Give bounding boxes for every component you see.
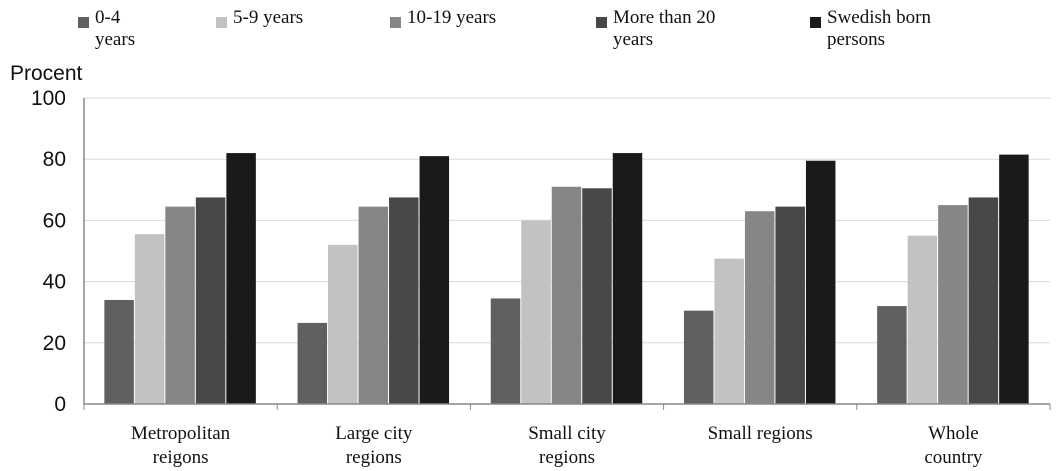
- bar-cat4-series0: [877, 306, 907, 404]
- bar-cat0-series4: [226, 153, 256, 404]
- x-category-label-4: Whole country: [924, 423, 983, 468]
- bar-cat1-series1: [328, 244, 358, 404]
- x-axis: [83, 98, 1051, 410]
- x-axis-category-labels: Metropolitan reigons Large city regions Smal…: [131, 423, 983, 468]
- bar-cat1-series4: [419, 156, 450, 404]
- y-tick-label-60: 60: [43, 209, 66, 232]
- bar-cat2-series0: [490, 298, 521, 404]
- bar-cat1-series3: [389, 197, 419, 404]
- y-tick-label-40: 40: [43, 271, 66, 294]
- bar-cat3-series2: [744, 211, 775, 404]
- legend-swatch-0: [78, 17, 89, 28]
- y-axis-ticks: 0 20 40 60 80 100: [31, 87, 66, 416]
- bar-cat4-series4: [999, 154, 1029, 404]
- bar-cat0-series2: [165, 206, 195, 404]
- bar-cat2-series3: [582, 188, 612, 404]
- x-category-label-3: Small regions: [708, 423, 813, 444]
- bar-cat4-series2: [938, 205, 968, 404]
- bar-cat3-series4: [805, 160, 836, 404]
- bar-cat3-series3: [775, 206, 805, 404]
- bar-cat1-series2: [358, 206, 389, 404]
- y-tick-label-100: 100: [31, 87, 66, 110]
- legend-label-4: Swedish born persons: [827, 7, 931, 50]
- legend-swatch-2: [390, 17, 401, 28]
- legend-label-2: 10-19 years: [407, 7, 496, 28]
- bar-cat0-series0: [104, 299, 134, 404]
- bar-cat0-series1: [134, 234, 165, 404]
- bar-cat0-series3: [195, 197, 226, 404]
- y-axis-label: Procent: [10, 62, 83, 85]
- bar-cat3-series0: [683, 310, 714, 404]
- legend-swatch-1: [216, 17, 227, 28]
- x-category-label-0: Metropolitan reigons: [131, 423, 231, 468]
- legend-swatch-4: [810, 17, 821, 28]
- bar-cat2-series4: [612, 153, 643, 404]
- y-tick-label-80: 80: [43, 148, 66, 171]
- x-category-label-1: Large city regions: [335, 423, 413, 468]
- bars: [104, 153, 1029, 404]
- x-category-label-2: Small city regions: [528, 423, 606, 468]
- legend-swatch-3: [596, 17, 607, 28]
- bar-cat2-series1: [521, 220, 551, 404]
- legend-label-1: 5-9 years: [233, 7, 303, 28]
- legend-label-3: More than 20 years: [613, 7, 715, 50]
- bar-cat1-series0: [297, 322, 328, 404]
- bar-cat4-series1: [907, 235, 938, 404]
- y-tick-label-20: 20: [43, 332, 66, 355]
- bar-cat4-series3: [968, 197, 999, 404]
- legend: 0-4 years 5-9 years 10-19 years More than 20…: [78, 7, 931, 50]
- bar-cat3-series1: [714, 258, 744, 404]
- bar-cat2-series2: [551, 186, 582, 404]
- legend-label-0: 0-4 years: [95, 7, 135, 50]
- y-tick-label-0: 0: [54, 393, 66, 416]
